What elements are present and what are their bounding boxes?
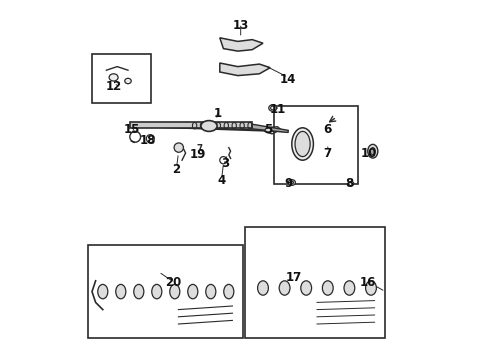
Text: 12: 12 [105,80,122,93]
Ellipse shape [322,281,333,295]
Ellipse shape [279,281,290,295]
Text: 3: 3 [221,157,229,170]
Ellipse shape [288,180,295,185]
Ellipse shape [152,284,162,299]
Bar [88,245,243,338]
Ellipse shape [344,281,355,295]
Text: 18: 18 [140,134,156,147]
Text: 20: 20 [165,276,181,289]
Bar [274,106,358,184]
Text: 7: 7 [324,147,332,159]
Polygon shape [252,124,288,132]
Text: 14: 14 [280,73,296,86]
Text: 4: 4 [218,174,226,186]
Circle shape [174,143,183,152]
Ellipse shape [134,284,144,299]
Text: 5: 5 [264,123,272,136]
Ellipse shape [366,281,376,295]
Bar [92,54,151,103]
Text: 9: 9 [284,177,293,190]
Text: 15: 15 [123,123,140,136]
Ellipse shape [98,284,108,299]
Text: 11: 11 [270,103,286,116]
Ellipse shape [116,284,126,299]
Ellipse shape [125,78,131,84]
Polygon shape [220,38,263,51]
Ellipse shape [188,284,198,299]
Ellipse shape [206,284,216,299]
Text: 1: 1 [214,107,222,120]
Ellipse shape [201,121,217,131]
Polygon shape [130,122,252,128]
Polygon shape [220,63,270,76]
Text: 8: 8 [345,177,353,190]
Text: 13: 13 [233,19,249,32]
Text: 16: 16 [359,276,376,289]
Ellipse shape [109,74,118,81]
Ellipse shape [295,131,310,157]
Ellipse shape [269,105,277,111]
Ellipse shape [370,148,375,155]
Text: 10: 10 [361,147,377,159]
Ellipse shape [368,144,378,158]
Ellipse shape [258,281,269,295]
Ellipse shape [224,284,234,299]
Ellipse shape [349,181,354,186]
Bar [245,227,386,338]
Text: 17: 17 [286,271,302,284]
Ellipse shape [265,128,271,133]
Text: 6: 6 [324,123,332,136]
Text: 19: 19 [190,148,206,161]
Text: 2: 2 [172,163,181,176]
Ellipse shape [292,128,314,160]
Ellipse shape [170,284,180,299]
Ellipse shape [301,281,312,295]
